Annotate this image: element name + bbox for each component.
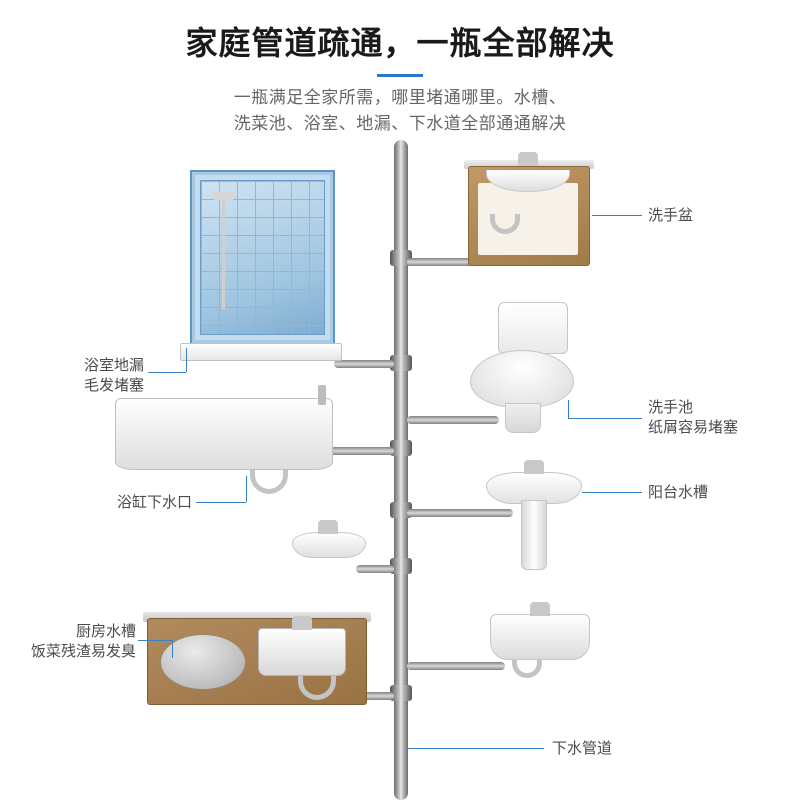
drain-trap-icon: [250, 470, 288, 494]
label-line: 毛发堵塞: [84, 377, 144, 394]
label-line: 浴室地漏: [84, 357, 144, 374]
faucet-icon: [318, 520, 338, 534]
branch-pipe: [407, 509, 513, 517]
lower-sink-fixture: [490, 614, 590, 660]
leader-line: [186, 348, 187, 372]
branch-pipe: [407, 258, 473, 266]
kitchen-sink-fixture: [258, 628, 346, 676]
label-shower-drain: 浴室地漏 毛发堵塞: [60, 356, 144, 397]
toilet-base: [505, 403, 541, 433]
side-bowl-fixture: [292, 532, 366, 558]
leader-line: [138, 640, 172, 641]
label-line: 饭菜残渣易发臭: [31, 643, 136, 660]
branch-pipe: [407, 416, 499, 424]
leader-line: [148, 372, 186, 373]
label-tub: 浴缸下水口: [104, 493, 192, 513]
branch-pipe: [356, 565, 394, 573]
toilet-bowl: [470, 350, 574, 408]
branch-pipe: [330, 447, 394, 455]
shower-rod-icon: [222, 199, 225, 309]
leader-line: [592, 215, 642, 216]
label-washbasin: 洗手盆: [648, 206, 693, 226]
label-toilet: 洗手池 纸屑容易堵塞: [648, 398, 738, 439]
label-sewer: 下水管道: [552, 739, 612, 759]
leader-line: [568, 418, 642, 419]
faucet-icon: [292, 616, 312, 630]
faucet-icon: [524, 460, 544, 474]
pedestal-column: [521, 500, 547, 570]
leader-line: [408, 748, 544, 749]
faucet-icon: [518, 152, 538, 166]
label-line: 厨房水槽: [76, 623, 136, 640]
plumbing-diagram: 洗手盆 浴室地漏 毛发堵塞 洗手池 纸屑容易堵塞 浴缸下水口 阳台水槽 厨房水槽…: [0, 0, 800, 800]
label-kitchen: 厨房水槽 饭菜残渣易发臭: [12, 622, 136, 663]
label-line: 洗手池: [648, 399, 693, 416]
toilet-tank: [498, 302, 568, 354]
label-line: 纸屑容易堵塞: [648, 419, 738, 436]
branch-pipe: [407, 662, 505, 670]
shower-tile-panel: [200, 180, 325, 335]
leader-line: [246, 476, 247, 502]
leader-line: [568, 400, 569, 418]
leader-line: [196, 502, 246, 503]
bathtub-fixture: [115, 398, 333, 470]
drain-trap-icon: [512, 660, 542, 678]
main-pipe: [394, 140, 408, 800]
leader-line: [582, 492, 642, 493]
faucet-icon: [530, 602, 550, 616]
branch-pipe: [334, 360, 394, 368]
leader-line: [172, 640, 173, 658]
tub-faucet-icon: [318, 385, 326, 405]
shower-base: [180, 343, 342, 361]
label-balcony: 阳台水槽: [648, 483, 708, 503]
shower-fixture: [190, 170, 335, 345]
